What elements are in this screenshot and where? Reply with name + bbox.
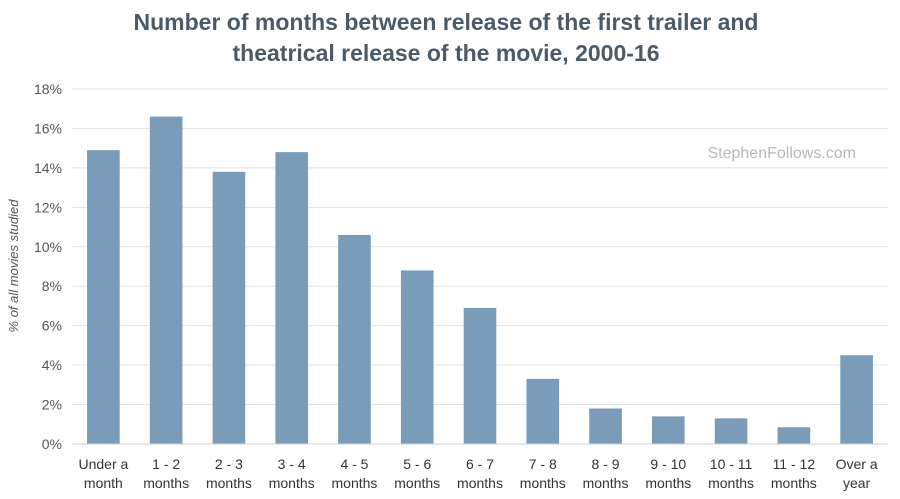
x-tick-label: Over a [836,456,878,472]
y-tick-label: 6% [42,318,62,334]
y-tick-label: 2% [42,397,62,413]
x-tick-label: months [394,475,440,491]
x-tick-label: 6 - 7 [466,456,494,472]
y-tick-label: 10% [34,239,62,255]
x-tick-label: 8 - 9 [592,456,620,472]
chart-title-line-1: Number of months between release of the … [134,9,759,35]
x-tick-label: 7 - 8 [529,456,557,472]
bar [149,116,183,444]
x-tick-label: 3 - 4 [278,456,306,472]
bar [840,355,873,444]
bar [212,171,246,445]
bar [714,418,748,444]
x-tick-label: months [332,475,378,491]
x-tick-label: months [457,475,503,491]
bar [589,408,622,444]
x-tick-label: months [520,475,566,491]
x-tick-label: 9 - 10 [650,456,686,472]
bar [338,234,371,444]
x-tick-label: 1 - 2 [152,456,180,472]
y-axis-label: % of all movies studied [6,199,21,333]
bars [87,116,873,445]
y-axis-ticks: 0% 2% 4% 6% 8% 10% 12% 14% 16% 18% [34,81,62,452]
gridlines [72,88,888,406]
x-tick-label: months [206,475,252,491]
chart-title: Number of months between release of the … [134,9,759,66]
bar [400,270,434,444]
y-tick-label: 14% [34,160,62,176]
x-tick-label: month [84,475,123,491]
bar [651,416,685,444]
bar [777,427,811,444]
x-tick-label: 2 - 3 [215,456,243,472]
x-tick-label: 11 - 12 [773,456,816,472]
y-tick-label: 0% [42,436,62,452]
x-tick-label: months [771,475,817,491]
chart-title-line-2: theatrical release of the movie, 2000-16 [233,40,660,66]
x-tick-label: months [708,475,754,491]
y-tick-label: 12% [34,199,62,215]
bar [87,150,120,444]
x-tick-label: 4 - 5 [340,456,368,472]
x-tick-label: months [645,475,691,491]
x-tick-label: year [843,475,871,491]
x-tick-label: Under a [78,456,128,472]
bar [526,378,560,444]
bar [275,152,309,444]
y-tick-label: 18% [34,81,62,97]
bar [463,307,497,444]
watermark-text: StephenFollows.com [707,145,856,162]
y-tick-label: 16% [34,120,62,136]
y-tick-label: 4% [42,357,62,373]
x-tick-label: 10 - 11 [710,456,753,472]
x-tick-label: months [269,475,315,491]
x-axis-labels: Under a month 1 - 2 months 2 - 3 months 3 - 4 m… [78,456,877,491]
y-tick-label: 8% [42,278,62,294]
x-tick-label: months [143,475,189,491]
x-tick-label: 5 - 6 [403,456,431,472]
x-tick-label: months [583,475,629,491]
